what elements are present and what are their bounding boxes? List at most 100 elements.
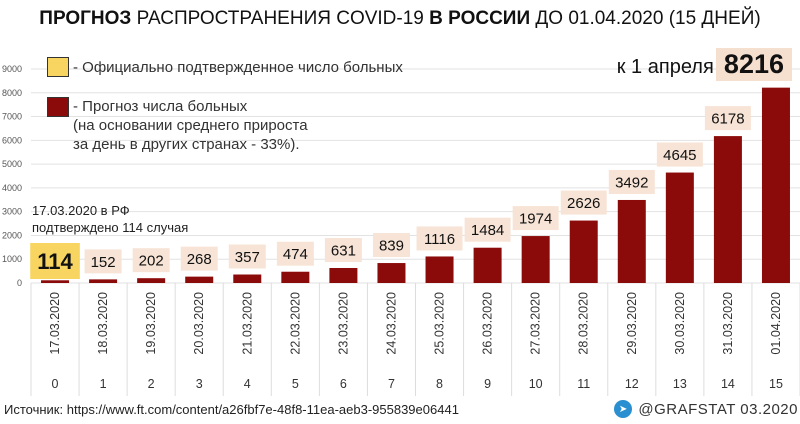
data-label: 631 bbox=[331, 242, 356, 259]
data-label: 3492 bbox=[615, 174, 648, 191]
data-label: 6178 bbox=[711, 111, 744, 128]
data-label-box bbox=[608, 169, 655, 194]
data-label-box bbox=[656, 142, 703, 167]
day-index-label: 10 bbox=[529, 377, 543, 391]
day-index-label: 12 bbox=[625, 377, 639, 391]
day-index-label: 13 bbox=[673, 377, 687, 391]
x-tick-label: 19.03.2020 bbox=[144, 292, 158, 355]
title-part: В РОССИИ bbox=[429, 8, 531, 29]
data-label-box bbox=[276, 241, 314, 266]
bar bbox=[377, 263, 406, 283]
y-tick-label: 0 bbox=[17, 278, 22, 288]
data-label-box bbox=[372, 233, 410, 258]
annotation-line: 17.03.2020 в РФ bbox=[32, 203, 130, 218]
legend-forecast-note: (на основании среднего прироста bbox=[73, 117, 308, 134]
x-tick-label: 17.03.2020 bbox=[48, 292, 62, 355]
bar bbox=[665, 172, 694, 283]
x-tick-label: 29.03.2020 bbox=[625, 292, 639, 355]
data-label-box bbox=[180, 246, 218, 271]
legend-forecast-note: за день в других странах - 33%). bbox=[73, 136, 300, 153]
data-label-box bbox=[512, 206, 559, 231]
day-index-label: 7 bbox=[388, 377, 395, 391]
data-label-box bbox=[464, 217, 511, 242]
data-label: 839 bbox=[379, 237, 404, 254]
y-tick-label: 6000 bbox=[2, 135, 22, 145]
telegram-icon: ➤ bbox=[614, 400, 633, 418]
data-label: 474 bbox=[283, 246, 308, 263]
legend-forecast: - Прогноз числа больных (на основании ср… bbox=[73, 97, 308, 154]
x-tick-label: 31.03.2020 bbox=[721, 292, 735, 355]
data-label: 152 bbox=[91, 254, 116, 271]
bar bbox=[473, 247, 502, 283]
annotation-line: подтверждено 114 случая bbox=[32, 220, 189, 235]
bar bbox=[425, 256, 454, 283]
x-tick-label: 22.03.2020 bbox=[288, 292, 302, 355]
y-tick-label: 4000 bbox=[2, 183, 22, 193]
legend-swatch-confirmed bbox=[47, 57, 69, 77]
bar bbox=[137, 278, 166, 283]
bar bbox=[329, 267, 358, 283]
bar bbox=[521, 236, 550, 283]
day-index-label: 11 bbox=[577, 377, 590, 391]
bar bbox=[185, 276, 214, 283]
data-label-box bbox=[132, 248, 170, 273]
brand-label: @GRAFSTAT 03.2020 bbox=[638, 400, 798, 418]
day-index-label: 5 bbox=[292, 377, 299, 391]
data-label: 4645 bbox=[663, 147, 696, 164]
source-text: Источник: https://www.ft.com/content/a26… bbox=[4, 402, 459, 417]
x-tick-label: 24.03.2020 bbox=[384, 292, 398, 355]
data-label-box bbox=[30, 243, 80, 279]
title-part: ДО 01.04.2020 (15 ДНЕЙ) bbox=[535, 8, 761, 29]
y-tick-label: 3000 bbox=[2, 207, 22, 217]
bar bbox=[281, 271, 310, 283]
data-label: 268 bbox=[187, 251, 212, 268]
y-tick-label: 1000 bbox=[2, 254, 22, 264]
bar bbox=[761, 87, 790, 283]
april-label: к 1 апреля - bbox=[616, 56, 726, 78]
data-label: 1116 bbox=[424, 231, 455, 248]
day-index-label: 0 bbox=[52, 377, 59, 391]
y-tick-label: 2000 bbox=[2, 230, 22, 240]
x-tick-label: 23.03.2020 bbox=[336, 292, 350, 355]
title-part: РАСПРОСТРАНЕНИЯ COVID-19 bbox=[136, 8, 424, 29]
day-index-label: 9 bbox=[484, 377, 491, 391]
y-tick-label: 9000 bbox=[2, 64, 22, 74]
day-index-label: 6 bbox=[340, 377, 347, 391]
legend-swatch-forecast bbox=[47, 97, 69, 117]
legend-confirmed: - Официально подтвержденное число больны… bbox=[73, 59, 403, 76]
title-part: ПРОГНОЗ bbox=[39, 8, 132, 29]
x-tick-label: 30.03.2020 bbox=[673, 292, 687, 355]
x-tick-label: 21.03.2020 bbox=[240, 292, 254, 355]
x-tick-label: 01.04.2020 bbox=[769, 292, 783, 355]
data-label: 2626 bbox=[567, 195, 600, 212]
bar bbox=[41, 280, 70, 283]
bar bbox=[617, 199, 646, 283]
day-index-label: 14 bbox=[721, 377, 735, 391]
y-tick-label: 7000 bbox=[2, 112, 22, 122]
chart-title: ПРОГНОЗ РАСПРОСТРАНЕНИЯ COVID-19 В РОССИ… bbox=[0, 8, 800, 30]
data-label-box bbox=[84, 249, 122, 274]
data-label-box bbox=[228, 244, 266, 269]
data-label-box bbox=[704, 106, 751, 131]
day-index-label: 3 bbox=[196, 377, 203, 391]
day-index-label: 15 bbox=[769, 377, 783, 391]
data-label: 114 bbox=[37, 249, 73, 274]
data-label-box bbox=[416, 226, 463, 251]
day-index-label: 4 bbox=[244, 377, 251, 391]
data-label: 202 bbox=[139, 253, 164, 270]
bar bbox=[713, 136, 742, 283]
day-index-label: 2 bbox=[148, 377, 155, 391]
april-value: 8216 bbox=[715, 48, 792, 81]
day-index-label: 1 bbox=[100, 377, 107, 391]
x-tick-label: 25.03.2020 bbox=[433, 292, 447, 355]
data-label: 1974 bbox=[519, 210, 552, 227]
x-tick-label: 26.03.2020 bbox=[481, 292, 495, 355]
data-label: 1484 bbox=[471, 222, 504, 239]
x-tick-label: 27.03.2020 bbox=[529, 292, 543, 355]
annotation: 17.03.2020 в РФ подтверждено 114 случая bbox=[32, 202, 188, 236]
data-label-box bbox=[324, 237, 362, 262]
day-index-label: 8 bbox=[436, 377, 443, 391]
bar bbox=[233, 274, 262, 283]
data-label: 357 bbox=[235, 249, 260, 266]
